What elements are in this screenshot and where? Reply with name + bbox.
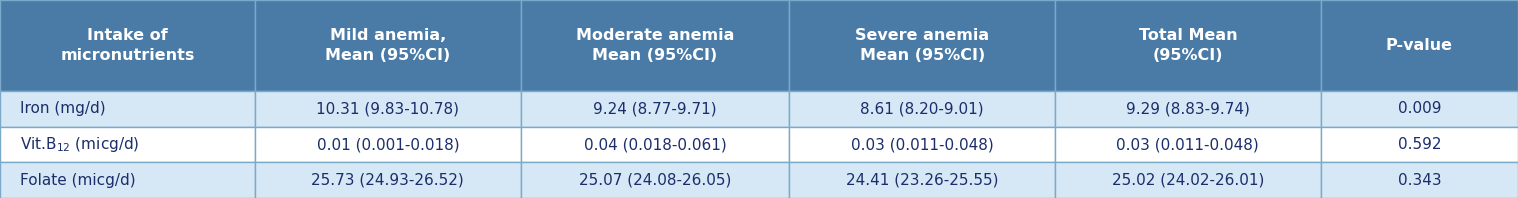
Bar [1055,91,1321,127]
Text: 0.03 (0.011-0.048): 0.03 (0.011-0.048) [1116,137,1260,152]
Text: 25.02 (24.02-26.01): 25.02 (24.02-26.01) [1111,173,1264,188]
Bar [1055,127,1321,162]
Text: 0.03 (0.011-0.048): 0.03 (0.011-0.048) [850,137,994,152]
Bar [1055,162,1321,198]
Text: Mild anemia,
Mean (95%CI): Mild anemia, Mean (95%CI) [325,28,451,63]
Bar [521,127,789,162]
Bar [789,91,1055,127]
Text: 0.343: 0.343 [1398,173,1441,188]
Text: 9.24 (8.77-9.71): 9.24 (8.77-9.71) [594,101,716,116]
Bar [789,127,1055,162]
Bar [1321,127,1518,162]
Text: 0.01 (0.001-0.018): 0.01 (0.001-0.018) [317,137,458,152]
Bar [255,0,521,91]
Text: 9.29 (8.83-9.74): 9.29 (8.83-9.74) [1126,101,1249,116]
Text: Folate (micg/d): Folate (micg/d) [20,173,135,188]
Bar [521,162,789,198]
Text: P-value: P-value [1386,38,1453,53]
Bar [1321,0,1518,91]
Text: 25.73 (24.93-26.52): 25.73 (24.93-26.52) [311,173,465,188]
Text: 8.61 (8.20-9.01): 8.61 (8.20-9.01) [861,101,984,116]
Bar [0,127,255,162]
Bar [1055,0,1321,91]
Bar [0,91,255,127]
Text: 0.592: 0.592 [1398,137,1441,152]
Bar [255,127,521,162]
Bar [521,0,789,91]
Text: Vit.B$_{12}$ (micg/d): Vit.B$_{12}$ (micg/d) [20,135,140,154]
Text: 24.41 (23.26-25.55): 24.41 (23.26-25.55) [846,173,999,188]
Bar [0,0,255,91]
Bar [1321,91,1518,127]
Text: 10.31 (9.83-10.78): 10.31 (9.83-10.78) [316,101,460,116]
Text: Moderate anemia
Mean (95%CI): Moderate anemia Mean (95%CI) [575,28,735,63]
Bar [255,162,521,198]
Bar [521,91,789,127]
Text: Iron (mg/d): Iron (mg/d) [20,101,105,116]
Text: 0.04 (0.018-0.061): 0.04 (0.018-0.061) [583,137,727,152]
Bar [0,162,255,198]
Text: Severe anemia
Mean (95%CI): Severe anemia Mean (95%CI) [855,28,990,63]
Text: 0.009: 0.009 [1398,101,1441,116]
Bar [255,91,521,127]
Text: Total Mean
(95%CI): Total Mean (95%CI) [1138,28,1237,63]
Bar [789,162,1055,198]
Text: 25.07 (24.08-26.05): 25.07 (24.08-26.05) [578,173,732,188]
Bar [789,0,1055,91]
Bar [1321,162,1518,198]
Text: Intake of
micronutrients: Intake of micronutrients [61,28,194,63]
